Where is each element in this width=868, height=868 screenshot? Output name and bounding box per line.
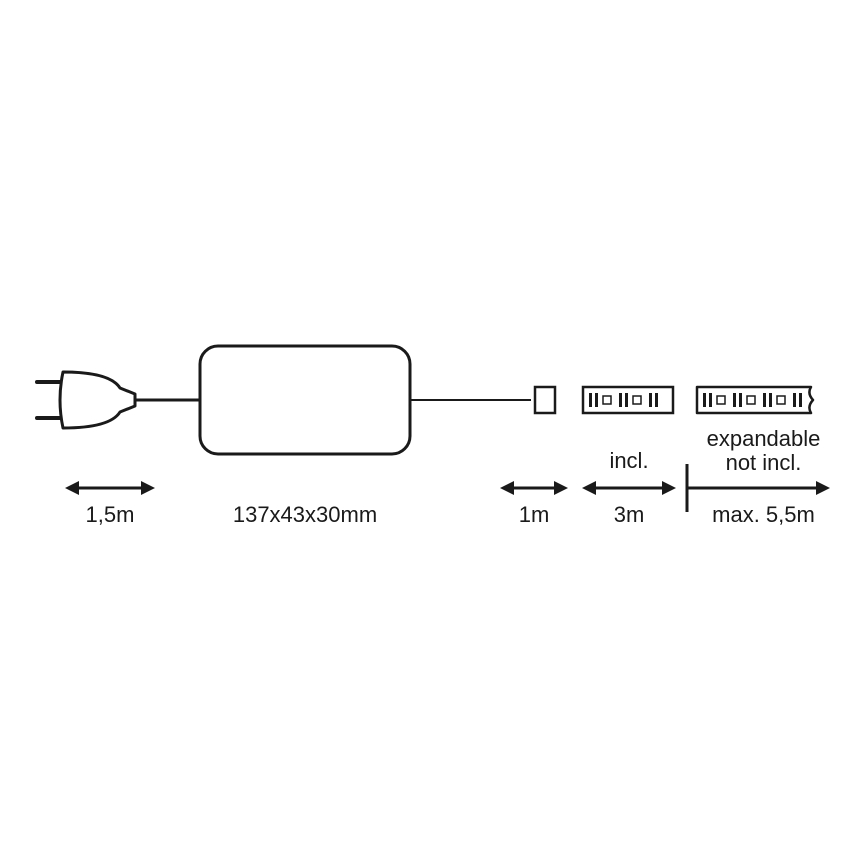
svg-text:1m: 1m — [519, 502, 550, 527]
svg-text:incl.: incl. — [609, 448, 648, 473]
svg-text:137x43x30mm: 137x43x30mm — [233, 502, 377, 527]
svg-text:expandable: expandable — [707, 426, 821, 451]
svg-text:not incl.: not incl. — [726, 450, 802, 475]
svg-text:3m: 3m — [614, 502, 645, 527]
led-strip-dimensions-diagram: 1,5m 137x43x30mm 1m 3m incl. expandablenot in… — [0, 0, 868, 868]
svg-text:max. 5,5m: max. 5,5m — [712, 502, 815, 527]
svg-text:1,5m: 1,5m — [86, 502, 135, 527]
